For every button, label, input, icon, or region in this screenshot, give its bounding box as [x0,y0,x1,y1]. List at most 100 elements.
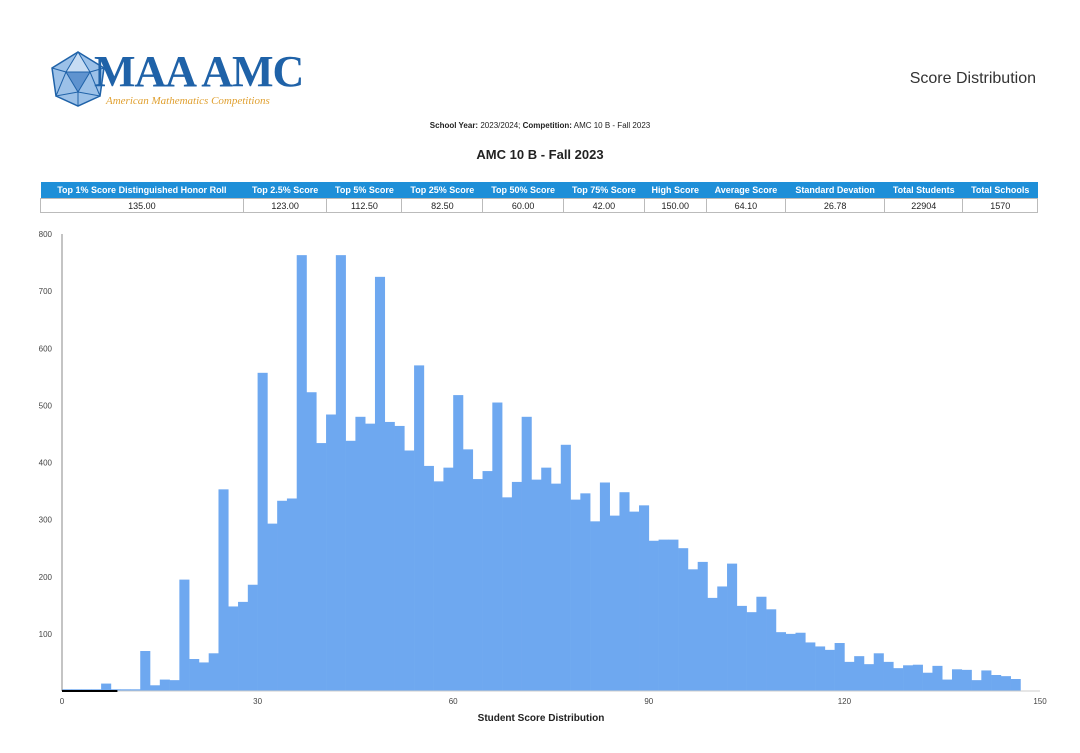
histogram-bar [394,425,405,691]
stats-value-cell: 135.00 [40,198,244,213]
histogram-bar [306,392,317,691]
histogram-bar [423,465,434,691]
score-histogram: 100 200 300 400 500 600 700 800 0 30 60 90 120 150 Stu… [39,230,1048,724]
stats-value-cell: 1570 [962,198,1038,213]
histogram-bar [883,661,894,691]
histogram-bar [208,653,219,691]
histogram-bar [619,492,630,691]
histogram-bar [267,523,278,691]
y-tick-label: 500 [39,401,53,410]
y-tick-label: 800 [39,230,53,239]
histogram-bar [140,651,151,691]
x-tick-label: 120 [838,697,852,706]
histogram-bar [511,481,522,691]
histogram-bar [374,276,386,691]
histogram-bar [326,414,337,691]
histogram-bar [922,672,933,691]
histogram-bar [863,664,875,691]
histogram-bar [648,540,659,691]
histogram-bar [678,548,689,691]
histogram-bar [296,255,307,692]
histogram-bar [854,656,865,691]
stats-header-cell: Top 1% Score Distinguished Honor Roll [40,182,244,199]
histogram-bar [238,601,249,691]
histogram-bar [560,444,571,691]
x-tick-label: 30 [253,697,262,706]
histogram-bar [551,483,562,691]
stats-header-cell: Top 50% Score [482,182,564,199]
chart-title: AMC 10 B - Fall 2023 [476,147,604,162]
logo-brand-text: MAA AMC [94,47,304,96]
histogram-bar [1000,676,1011,691]
stats-header-cell: Total Schools [962,182,1038,199]
stats-header-cell: Top 75% Score [563,182,645,199]
histogram-bar [893,668,904,691]
histogram-bar [942,679,953,691]
histogram-bar [521,416,532,691]
histogram-bar [120,689,131,691]
histogram-bar [150,685,161,691]
histogram-bar [345,440,356,691]
stats-value-row: 135.00 123.00 112.50 82.50 60.00 42.00 1… [40,198,1038,213]
y-tick-label: 200 [39,573,53,582]
histogram-bar [707,597,718,691]
x-axis-label: Student Score Distribution [478,713,605,724]
histogram-bar [766,609,777,691]
histogram-bar [277,500,288,691]
histogram-bar [462,449,474,691]
stats-value-cell: 60.00 [482,198,565,213]
histogram-bar [355,416,366,691]
school-year-label: School Year: [429,121,479,130]
y-tick-label: 600 [39,344,53,353]
maa-amc-logo: MAA AMC American Mathematics Competition… [50,47,304,110]
histogram-bar [599,482,610,691]
histogram-bar [697,561,708,691]
stats-value-cell: 64.10 [705,198,787,213]
histogram-bar [815,646,826,691]
y-tick-label: 400 [39,459,53,468]
histogram-bar [198,662,209,691]
histogram-bar [384,421,395,691]
histogram-bar [873,653,884,691]
polyhedron-icon [51,51,105,107]
histogram-bar [101,683,112,691]
page-title: Score Distribution [909,70,1036,87]
histogram-bar [834,643,845,691]
competition-meta: School Year: 2023/2024; Competition: AMC… [0,121,1080,130]
stats-header-cell: Top 5% Score [326,182,402,199]
histogram-bar [590,521,601,691]
histogram-bar [502,497,513,691]
histogram-bar [746,612,757,691]
histogram-bar [727,563,738,691]
histogram-bar [257,372,268,691]
logo-tagline: American Mathematics Competitions [106,95,270,107]
stats-value-cell: 112.50 [326,198,403,213]
histogram-bar [658,539,669,691]
histogram-bar [286,498,298,691]
stats-header-cell: High Score [644,182,707,199]
histogram-bar [805,642,816,691]
histogram-bar [795,632,806,691]
histogram-bar [756,596,767,691]
school-year-value: 2023/2024; [480,121,521,130]
histogram-bar [453,395,464,691]
x-tick-label: 60 [449,697,458,706]
stats-value-cell: 22904 [884,198,964,213]
stats-value-cell: 123.00 [242,198,328,213]
stats-header-row: Top 1% Score Distinguished Honor Roll To… [40,182,1038,199]
histogram-bar [218,489,229,691]
histogram-bar [687,569,698,691]
histogram-bar [991,675,1002,691]
stats-header-cell: Total Students [884,182,963,199]
histogram-bar [472,479,483,691]
histogram-bar [609,515,620,691]
histogram-bar [130,689,141,691]
histogram-bar [159,679,170,691]
histogram-bar [903,665,914,691]
stats-header-cell: Top 2.5% Score [243,182,327,199]
histogram-bar [482,471,493,691]
histogram-bar [912,664,923,691]
histogram-bar [580,493,591,691]
histogram-bar [179,579,190,691]
histogram-bar [736,605,747,691]
